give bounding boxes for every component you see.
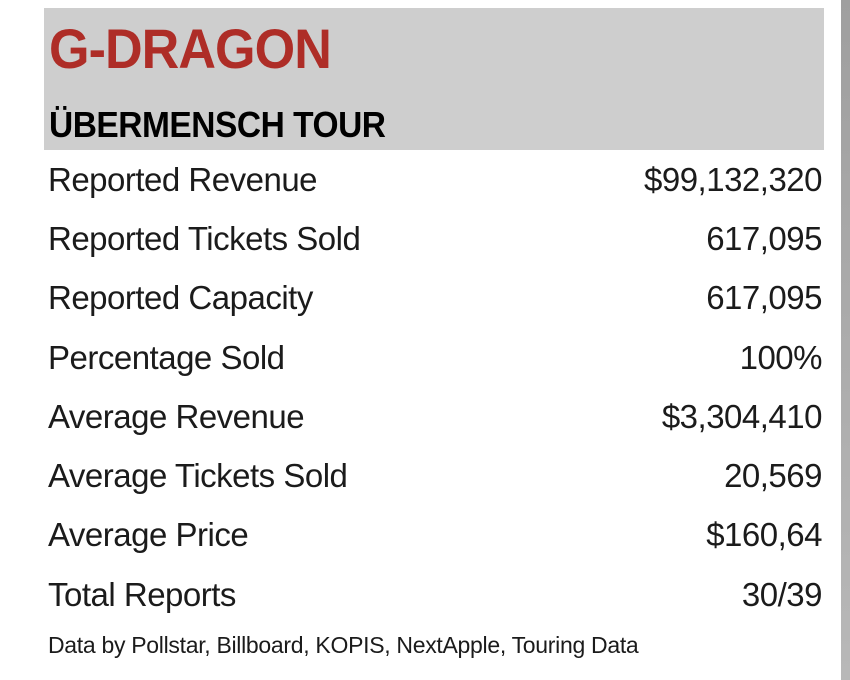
stat-label: Average Revenue bbox=[48, 397, 305, 435]
stat-value: $3,304,410 bbox=[661, 397, 823, 435]
stat-value: 617,095 bbox=[706, 279, 822, 317]
artist-title: G-DRAGON bbox=[49, 17, 332, 80]
stat-label: Reported Revenue bbox=[48, 160, 318, 198]
stats-table: Reported Revenue $99,132,320 Reported Ti… bbox=[48, 150, 823, 624]
tour-title: ÜBERMENSCH TOUR bbox=[49, 104, 386, 145]
stat-label: Average Price bbox=[48, 516, 249, 554]
stat-value: $160,64 bbox=[706, 516, 822, 554]
table-row: Average Tickets Sold 20,569 bbox=[48, 446, 822, 505]
stat-label: Reported Capacity bbox=[48, 279, 313, 317]
stat-value: 20,569 bbox=[724, 457, 822, 495]
stat-label: Percentage Sold bbox=[48, 338, 285, 376]
table-row: Reported Capacity 617,095 bbox=[48, 269, 822, 328]
table-row: Reported Revenue $99,132,320 bbox=[48, 150, 823, 209]
table-row: Average Revenue $3,304,410 bbox=[48, 387, 823, 446]
stat-value: 100% bbox=[739, 338, 823, 376]
data-credits: Data by Pollstar, Billboard, KOPIS, Next… bbox=[48, 632, 639, 658]
table-row: Total Reports 30/39 bbox=[48, 565, 823, 624]
right-edge-strip bbox=[841, 0, 850, 680]
header: G-DRAGON ÜBERMENSCH TOUR bbox=[44, 8, 824, 150]
table-row: Average Price $160,64 bbox=[48, 506, 822, 565]
stat-label: Average Tickets Sold bbox=[48, 457, 348, 495]
stat-label: Total Reports bbox=[48, 575, 236, 613]
table-row: Reported Tickets Sold 617,095 bbox=[48, 209, 822, 268]
stat-value: 617,095 bbox=[706, 219, 822, 257]
stat-value: 30/39 bbox=[741, 575, 823, 613]
stat-label: Reported Tickets Sold bbox=[48, 219, 361, 257]
table-row: Percentage Sold 100% bbox=[48, 328, 823, 387]
stat-value: $99,132,320 bbox=[643, 160, 823, 198]
